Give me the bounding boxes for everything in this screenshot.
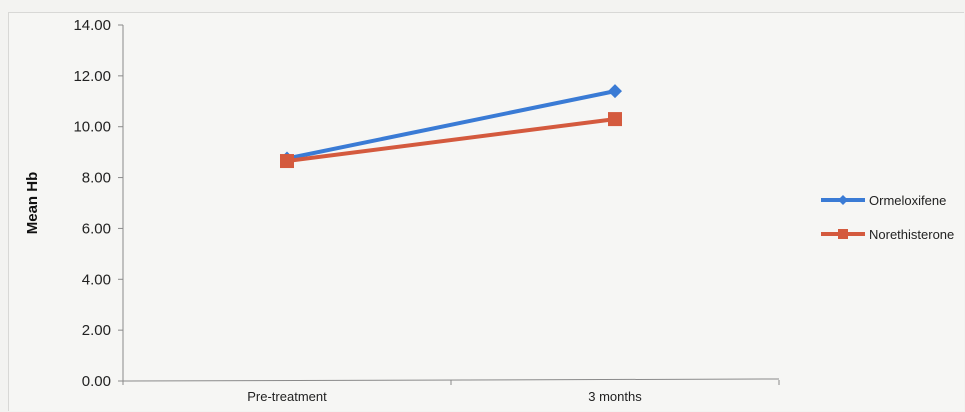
line-chart: 0.00 2.00 4.00 6.00 8.00 10.00 12.00 14.00 Pre-… (24, 17, 954, 404)
y-tick-label: 14.00 (73, 17, 111, 34)
legend-marker-diamond (838, 195, 848, 205)
chart-container: 0.00 2.00 4.00 6.00 8.00 10.00 12.00 14.00 Pre-… (8, 12, 964, 411)
y-tick-label: 6.00 (82, 220, 111, 237)
series-line (285, 89, 617, 161)
legend-marker-square (838, 229, 848, 239)
data-point-square (608, 112, 622, 127)
y-tick-label: 12.00 (73, 68, 111, 85)
legend: Ormeloxifene Norethisterone (821, 193, 954, 242)
x-tick-label: Pre-treatment (247, 389, 327, 404)
x-axis-ticks: Pre-treatment 3 months (122, 380, 780, 404)
y-axis-ticks: 0.00 2.00 4.00 6.00 8.00 10.00 12.00 14.00 (73, 17, 123, 390)
y-tick-label: 2.00 (82, 322, 111, 339)
data-point-square (280, 154, 294, 169)
data-point-diamond (608, 84, 622, 99)
y-tick-label: 8.00 (82, 170, 111, 187)
x-tick-label: 3 months (588, 389, 642, 404)
series-lines (285, 89, 617, 164)
y-tick-label: 4.00 (82, 271, 111, 288)
series-points (280, 84, 622, 169)
legend-label: Norethisterone (869, 227, 954, 242)
y-axis-label: Mean Hb (24, 172, 41, 235)
legend-label: Ormeloxifene (869, 193, 946, 208)
series-line (285, 117, 617, 164)
axes (122, 25, 780, 382)
y-tick-label: 0.00 (82, 373, 111, 390)
y-tick-label: 10.00 (73, 119, 111, 136)
